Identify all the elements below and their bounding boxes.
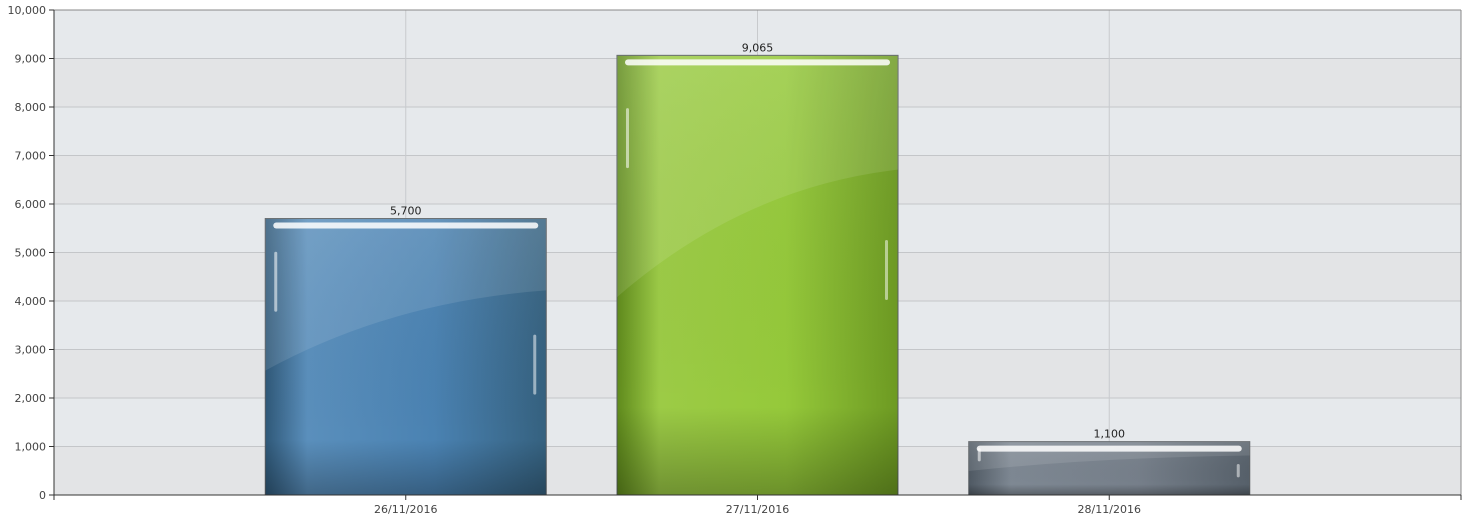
bar-gloss: [265, 218, 547, 371]
x-tick-label: 26/11/2016: [374, 503, 437, 516]
x-tick-label: 27/11/2016: [726, 503, 789, 516]
bar-group: [264, 218, 547, 496]
y-tick-label: 3,000: [15, 344, 47, 357]
bar-side-highlight: [977, 448, 981, 462]
bar-side-highlight: [1236, 464, 1240, 478]
bar-side-highlight: [533, 334, 537, 395]
y-tick-label: 7,000: [15, 150, 47, 163]
bar-side-highlight: [274, 251, 278, 312]
y-tick-label: 9,000: [15, 53, 47, 66]
y-tick-label: 5,000: [15, 247, 47, 260]
y-tick-label: 4,000: [15, 295, 47, 308]
labels: 5,700 9,065 1,100 0 1,000 2,000 3,000 4,000 5,00…: [8, 4, 1141, 516]
y-tick-label: 10,000: [8, 4, 47, 17]
y-tick-label: 1,000: [15, 441, 47, 454]
bar-group: [968, 441, 1251, 496]
bar-group: [616, 54, 899, 496]
bars: [264, 54, 1251, 496]
y-tick-label: 0: [39, 489, 46, 502]
data-label: 5,700: [390, 205, 422, 218]
y-tick-label: 6,000: [15, 198, 47, 211]
bar-shading: [265, 218, 547, 496]
bar-highlight: [273, 222, 539, 229]
bar-shading: [617, 55, 898, 495]
bar-gloss: [617, 55, 898, 298]
bar-side-highlight: [885, 240, 888, 301]
bar-highlight: [976, 445, 1242, 452]
axes: [49, 9, 1462, 500]
bar-side-highlight: [626, 108, 629, 169]
y-tick-label: 2,000: [15, 392, 47, 405]
y-tick-label: 8,000: [15, 101, 47, 114]
bar-highlight: [625, 59, 890, 66]
data-label: 9,065: [742, 41, 774, 54]
x-tick-label: 28/11/2016: [1078, 503, 1141, 516]
data-label: 1,100: [1094, 428, 1126, 441]
